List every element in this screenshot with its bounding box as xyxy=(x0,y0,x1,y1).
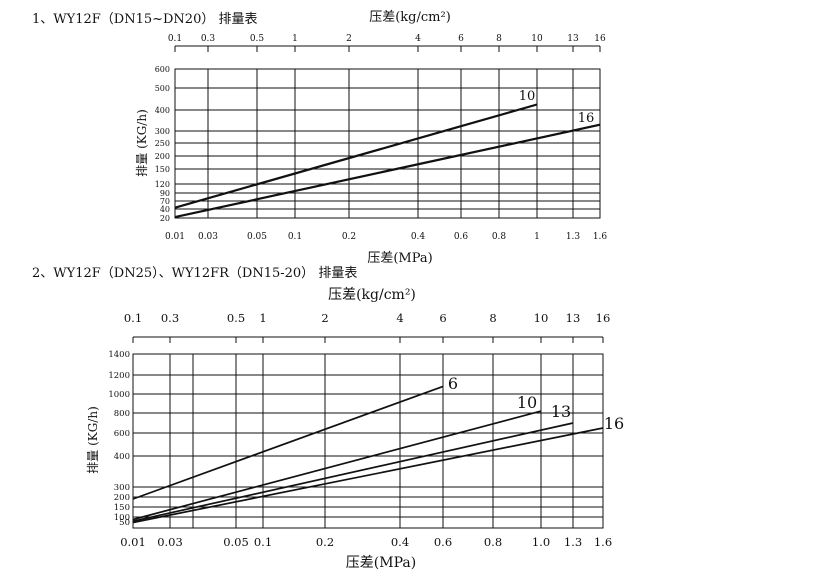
series-label-16: 16 xyxy=(578,111,595,126)
x-axis-tick-label: 0.4 xyxy=(411,232,426,242)
top-axis-tick-label: 16 xyxy=(594,34,606,44)
y-axis-tick-label: 1200 xyxy=(108,371,130,381)
top-axis-tick-label: 0.3 xyxy=(201,34,216,44)
y-axis-tick-label: 20 xyxy=(160,214,170,223)
y-axis-tick-label: 150 xyxy=(155,165,170,174)
x-axis-tick-label: 0.8 xyxy=(484,535,502,549)
top-axis-tick-label: 6 xyxy=(458,34,464,44)
top-axis-tick-label: 10 xyxy=(531,34,543,44)
x-axis-tick-label: 0.01 xyxy=(165,232,185,242)
plot-frame xyxy=(132,353,604,529)
series-line-10 xyxy=(132,410,542,521)
x-axis-tick-label: 1.3 xyxy=(564,535,582,549)
top-axis-tick-label: 0.3 xyxy=(161,311,179,325)
y-axis-tick-label: 200 xyxy=(114,493,130,503)
top-axis-tick-label: 0.1 xyxy=(124,311,142,325)
chart-2-x-axis-label: 压差(MPa) xyxy=(346,555,416,571)
x-axis-tick-label: 1.6 xyxy=(594,535,612,549)
x-axis-tick-label: 0.01 xyxy=(120,535,146,549)
top-axis-tick-label: 13 xyxy=(566,311,581,325)
series-line-13 xyxy=(132,422,574,523)
x-axis-tick-label: 0.05 xyxy=(247,232,267,242)
y-axis-tick-label: 70 xyxy=(160,197,170,206)
top-axis-tick-label: 4 xyxy=(396,311,403,325)
top-axis-tick-label: 1 xyxy=(259,311,266,325)
series-label-6: 6 xyxy=(448,374,458,393)
x-axis-tick-label: 1.0 xyxy=(532,535,550,549)
chart-1: 1、WY12F（DN15~DN20） 排量表 压差(kg/cm²) 压差(MPa… xyxy=(32,10,607,266)
y-axis-tick-label: 400 xyxy=(155,106,170,115)
y-axis-tick-label: 1400 xyxy=(108,350,130,360)
series-line-10 xyxy=(174,103,538,209)
y-axis-tick-label: 100 xyxy=(114,513,130,523)
top-axis-tick-label: 0.5 xyxy=(227,311,245,325)
series-label-13: 13 xyxy=(551,402,571,421)
top-axis-tick-label: 0.5 xyxy=(250,34,265,44)
y-axis-tick-label: 50 xyxy=(119,518,130,528)
top-axis-tick-label: 13 xyxy=(567,34,579,44)
chart-2-y-axis-label: 排量 (KG/h) xyxy=(86,406,100,474)
chart-2-top-axis-label: 压差(kg/cm²) xyxy=(328,287,416,303)
x-axis-tick-label: 1.6 xyxy=(593,232,608,242)
x-axis-tick-label: 0.2 xyxy=(316,535,334,549)
chart-1-top-axis-label: 压差(kg/cm²) xyxy=(369,10,451,25)
series-line-16 xyxy=(132,427,604,524)
y-axis-tick-label: 600 xyxy=(114,429,130,439)
top-axis-tick-label: 10 xyxy=(534,311,549,325)
series-label-10: 10 xyxy=(517,393,537,412)
y-axis-tick-label: 120 xyxy=(155,180,170,189)
top-axis-tick-label: 4 xyxy=(415,34,421,44)
x-axis-tick-label: 0.6 xyxy=(434,535,452,549)
chart-2-title: 2、WY12F（DN25）、WY12FR（DN15-20） 排量表 xyxy=(32,266,357,281)
x-axis-tick-label: 0.1 xyxy=(288,232,302,242)
y-axis-tick-label: 600 xyxy=(155,65,170,74)
y-axis-tick-label: 40 xyxy=(160,205,170,214)
y-axis-tick-label: 500 xyxy=(155,84,170,93)
chart-1-x-axis-label: 压差(MPa) xyxy=(367,251,432,266)
y-axis-tick-label: 400 xyxy=(114,452,130,462)
top-axis-tick-label: 8 xyxy=(496,34,502,44)
x-axis-tick-label: 1 xyxy=(534,232,540,242)
x-axis-tick-label: 0.1 xyxy=(254,535,272,549)
top-axis-tick-label: 16 xyxy=(596,311,611,325)
y-axis-tick-label: 300 xyxy=(114,483,130,493)
chart-1-y-axis-label: 排量 (KG/h) xyxy=(135,109,149,177)
y-axis-tick-label: 150 xyxy=(114,503,130,513)
chart-1-title: 1、WY12F（DN15~DN20） 排量表 xyxy=(32,12,257,27)
x-axis-tick-label: 0.4 xyxy=(391,535,409,549)
y-axis-tick-label: 1000 xyxy=(108,390,130,400)
top-axis-tick-label: 2 xyxy=(346,34,352,44)
top-axis-tick-label: 8 xyxy=(489,311,496,325)
y-axis-tick-label: 300 xyxy=(155,127,170,136)
chart-2: 2、WY12F（DN25）、WY12FR（DN15-20） 排量表 压差(kg/… xyxy=(32,266,624,571)
series-label-16: 16 xyxy=(604,414,624,433)
y-axis-tick-label: 200 xyxy=(155,152,170,161)
top-axis-tick-label: 6 xyxy=(439,311,446,325)
y-axis-tick-label: 800 xyxy=(114,409,130,419)
top-axis-tick-label: 0.1 xyxy=(168,34,182,44)
x-axis-tick-label: 0.05 xyxy=(223,535,249,549)
y-axis-tick-label: 90 xyxy=(160,189,170,198)
series-line-16 xyxy=(174,123,601,219)
top-axis-tick-label: 1 xyxy=(292,34,298,44)
y-axis-tick-label: 250 xyxy=(155,139,170,148)
top-axis-tick-label: 2 xyxy=(321,311,328,325)
series-label-10: 10 xyxy=(519,89,536,104)
x-axis-tick-label: 0.03 xyxy=(198,232,218,242)
series-line-6 xyxy=(132,385,444,500)
x-axis-tick-label: 0.6 xyxy=(454,232,469,242)
x-axis-tick-label: 0.2 xyxy=(342,232,356,242)
x-axis-tick-label: 0.8 xyxy=(492,232,507,242)
x-axis-tick-label: 1.3 xyxy=(566,232,581,242)
x-axis-tick-label: 0.03 xyxy=(157,535,183,549)
